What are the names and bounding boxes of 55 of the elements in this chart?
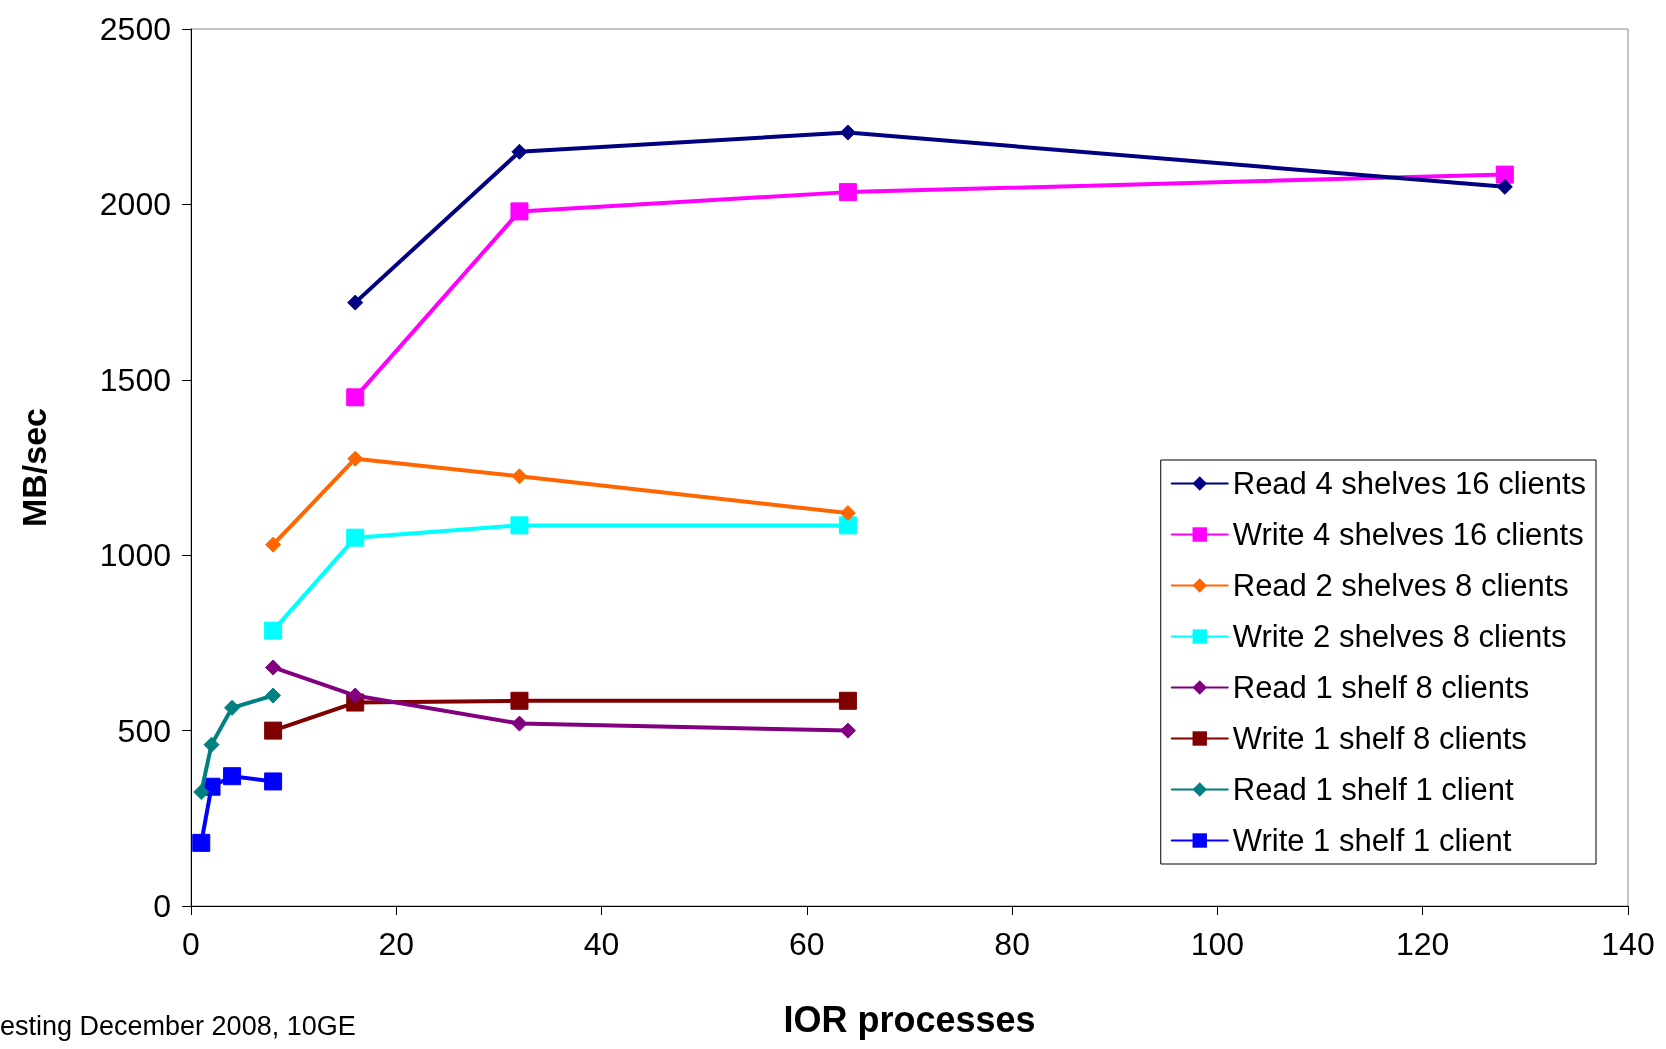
point [1495, 165, 1514, 184]
y-tick-label: 2000 [99, 186, 171, 223]
legend-label: Read 1 shelf 8 clients [1232, 670, 1530, 705]
legend-label: Write 1 shelf 1 client [1232, 823, 1512, 858]
point [1496, 178, 1513, 195]
point [839, 722, 856, 739]
point [265, 536, 282, 553]
y-tick-label: 1500 [99, 361, 171, 398]
point [511, 468, 528, 485]
point [346, 388, 365, 407]
x-tick-label: 60 [789, 926, 825, 962]
x-tick-label: 0 [182, 926, 200, 962]
x-tick-label: 40 [583, 926, 620, 962]
x-tick-label: 80 [994, 926, 1030, 962]
point [511, 143, 528, 160]
y-axis-title: MB/sec [15, 407, 53, 528]
point [510, 516, 529, 535]
point [264, 721, 283, 740]
x-axis-title: IOR processes [783, 998, 1036, 1040]
point [347, 687, 364, 704]
point [838, 516, 857, 535]
text: esting December 2008, 10GE [0, 1010, 356, 1041]
point [346, 528, 365, 547]
y-tick-label: 1000 [99, 537, 171, 574]
point [347, 450, 364, 467]
point [347, 294, 364, 311]
point [223, 767, 242, 786]
x-tick-label: 100 [1190, 926, 1245, 962]
point [510, 202, 529, 221]
legend-label: Read 4 shelves 16 clients [1232, 466, 1586, 501]
x-tick-label: 20 [378, 926, 415, 962]
point [264, 772, 283, 791]
y-tick-label: 0 [153, 888, 171, 924]
point [203, 736, 220, 753]
legend-label: Write 2 shelves 8 clients [1232, 619, 1567, 654]
point [265, 659, 282, 676]
point [264, 621, 283, 640]
point [838, 691, 857, 710]
y-tick-label: 2500 [99, 11, 171, 47]
point [838, 183, 857, 202]
x-tick-label: 140 [1601, 926, 1655, 962]
point [510, 691, 529, 710]
point [839, 124, 856, 141]
legend-label: Write 4 shelves 16 clients [1232, 517, 1584, 552]
x-tick-label: 120 [1396, 926, 1450, 962]
point [192, 833, 211, 852]
legend-label: Read 1 shelf 1 client [1232, 772, 1515, 807]
point [265, 687, 282, 704]
point [224, 699, 241, 716]
y-tick-label: 500 [117, 712, 171, 749]
legend-label: Write 1 shelf 8 clients [1232, 721, 1527, 756]
point [839, 505, 856, 522]
point [511, 715, 528, 732]
legend-label: Read 2 shelves 8 clients [1232, 568, 1569, 603]
point [193, 783, 210, 800]
